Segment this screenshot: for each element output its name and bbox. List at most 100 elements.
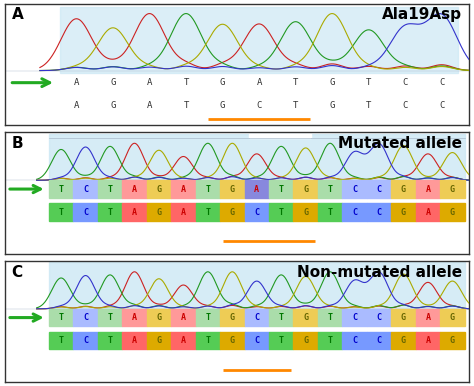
Bar: [367, 203, 391, 221]
Bar: [391, 332, 416, 349]
Bar: [196, 180, 220, 198]
Bar: [269, 332, 293, 349]
Bar: [416, 203, 440, 221]
Bar: [245, 332, 269, 349]
Text: C: C: [254, 313, 259, 322]
Text: C: C: [352, 313, 357, 322]
Text: A: A: [132, 208, 137, 217]
Text: T: T: [108, 208, 112, 217]
Bar: [49, 262, 465, 311]
Text: A: A: [256, 78, 262, 87]
Bar: [269, 309, 293, 327]
Bar: [440, 203, 465, 221]
Bar: [98, 309, 122, 327]
Text: G: G: [230, 336, 235, 345]
Bar: [122, 309, 146, 327]
Bar: [171, 203, 196, 221]
Bar: [146, 180, 171, 198]
Bar: [220, 203, 245, 221]
Bar: [440, 332, 465, 349]
Bar: [440, 309, 465, 327]
Bar: [220, 180, 245, 198]
Bar: [367, 180, 391, 198]
Bar: [146, 332, 171, 349]
Text: T: T: [59, 208, 64, 217]
Bar: [98, 180, 122, 198]
Text: G: G: [450, 185, 455, 193]
Text: G: G: [110, 101, 116, 110]
Bar: [49, 203, 73, 221]
Text: C: C: [352, 336, 357, 345]
Bar: [73, 309, 98, 327]
Bar: [245, 180, 269, 198]
Bar: [60, 7, 458, 73]
Text: G: G: [230, 313, 235, 322]
Text: G: G: [220, 78, 225, 87]
Bar: [220, 332, 245, 349]
Text: G: G: [329, 101, 335, 110]
Text: C: C: [376, 336, 382, 345]
Text: C: C: [256, 101, 262, 110]
Text: T: T: [59, 313, 64, 322]
Bar: [122, 332, 146, 349]
Text: G: G: [303, 336, 308, 345]
Text: G: G: [230, 185, 235, 193]
Bar: [49, 332, 73, 349]
Text: A: A: [181, 336, 186, 345]
Text: T: T: [205, 313, 210, 322]
Text: T: T: [366, 101, 371, 110]
Text: C: C: [439, 78, 445, 87]
Text: T: T: [366, 78, 371, 87]
Text: T: T: [108, 336, 112, 345]
Text: A: A: [181, 208, 186, 217]
Text: G: G: [450, 313, 455, 322]
Text: C: C: [402, 78, 408, 87]
Bar: [73, 332, 98, 349]
Text: C: C: [83, 313, 88, 322]
Text: C: C: [83, 185, 88, 193]
Text: G: G: [303, 313, 308, 322]
Bar: [342, 309, 367, 327]
Text: G: G: [230, 208, 235, 217]
Bar: [318, 180, 342, 198]
Text: A: A: [426, 313, 430, 322]
Bar: [318, 203, 342, 221]
Bar: [416, 332, 440, 349]
Bar: [416, 180, 440, 198]
Bar: [416, 309, 440, 327]
Text: B: B: [12, 136, 23, 151]
Bar: [196, 203, 220, 221]
Text: G: G: [401, 185, 406, 193]
Text: Mutated allele: Mutated allele: [338, 136, 462, 151]
Text: C: C: [254, 208, 259, 217]
Bar: [342, 180, 367, 198]
Bar: [318, 332, 342, 349]
Text: A: A: [181, 185, 186, 193]
Bar: [391, 309, 416, 327]
Text: G: G: [156, 208, 162, 217]
Text: T: T: [183, 101, 189, 110]
Text: T: T: [59, 185, 64, 193]
Bar: [73, 180, 98, 198]
Text: G: G: [156, 185, 162, 193]
Text: A: A: [132, 313, 137, 322]
Bar: [391, 180, 416, 198]
Text: A: A: [147, 78, 152, 87]
Text: A: A: [132, 336, 137, 345]
Text: T: T: [279, 185, 284, 193]
Text: T: T: [205, 185, 210, 193]
Text: G: G: [401, 336, 406, 345]
Bar: [440, 180, 465, 198]
Text: C: C: [352, 185, 357, 193]
Bar: [367, 332, 391, 349]
Bar: [98, 332, 122, 349]
Text: T: T: [279, 208, 284, 217]
Bar: [367, 309, 391, 327]
Text: T: T: [279, 313, 284, 322]
Text: G: G: [303, 208, 308, 217]
Text: A: A: [181, 313, 186, 322]
Text: G: G: [156, 336, 162, 345]
Bar: [49, 180, 73, 198]
Text: G: G: [450, 208, 455, 217]
Text: C: C: [439, 101, 445, 110]
